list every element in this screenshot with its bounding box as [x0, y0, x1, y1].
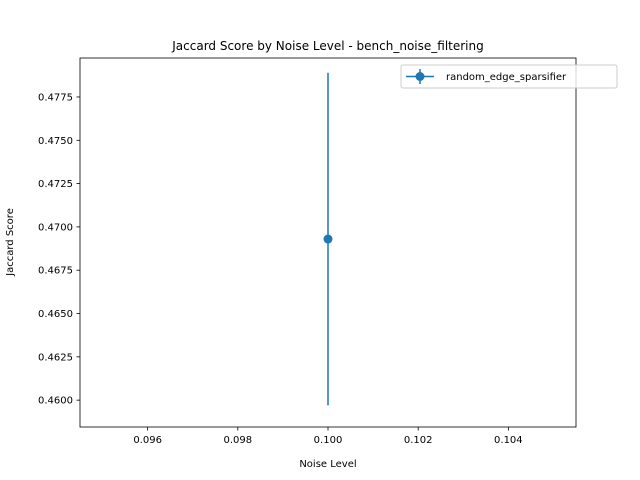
x-tick-label: 0.098: [223, 435, 252, 446]
y-tick-label: 0.4725: [38, 179, 73, 190]
x-tick-label: 0.100: [314, 435, 343, 446]
legend-label: random_edge_sparsifier: [446, 72, 567, 83]
data-point: [323, 234, 333, 244]
legend: random_edge_sparsifier: [400, 64, 618, 89]
y-tick-label: 0.4600: [38, 396, 73, 407]
y-tick-label: 0.4775: [38, 92, 73, 103]
y-tick-label: 0.4625: [38, 352, 73, 363]
y-tick-label: 0.4750: [38, 136, 73, 147]
plot-frame: [79, 57, 577, 428]
y-axis-label: Jaccard Score: [5, 208, 16, 277]
legend-box: [400, 64, 618, 89]
x-axis-label: Noise Level: [299, 459, 356, 470]
y-tick-label: 0.4675: [38, 266, 73, 277]
chart-title: Jaccard Score by Noise Level - bench_noi…: [171, 39, 483, 53]
x-tick-label: 0.102: [404, 435, 433, 446]
x-tick-label: 0.096: [133, 435, 162, 446]
data-marks: [323, 72, 333, 406]
y-tick-label: 0.4650: [38, 309, 73, 320]
x-axis: 0.096 0.098 0.100 0.102 0.104: [133, 427, 523, 446]
y-axis: 0.4600 0.4625 0.4650 0.4675 0.4700 0.4725 0.47…: [38, 92, 80, 407]
legend-point-marker: [415, 72, 425, 81]
x-tick-label: 0.104: [494, 435, 523, 446]
y-tick-label: 0.4700: [38, 222, 73, 233]
